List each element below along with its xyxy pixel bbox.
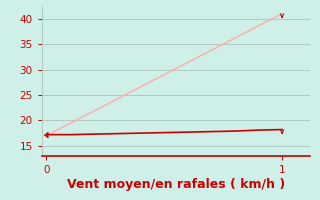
X-axis label: Vent moyen/en rafales ( km/h ): Vent moyen/en rafales ( km/h ) [67, 178, 285, 191]
